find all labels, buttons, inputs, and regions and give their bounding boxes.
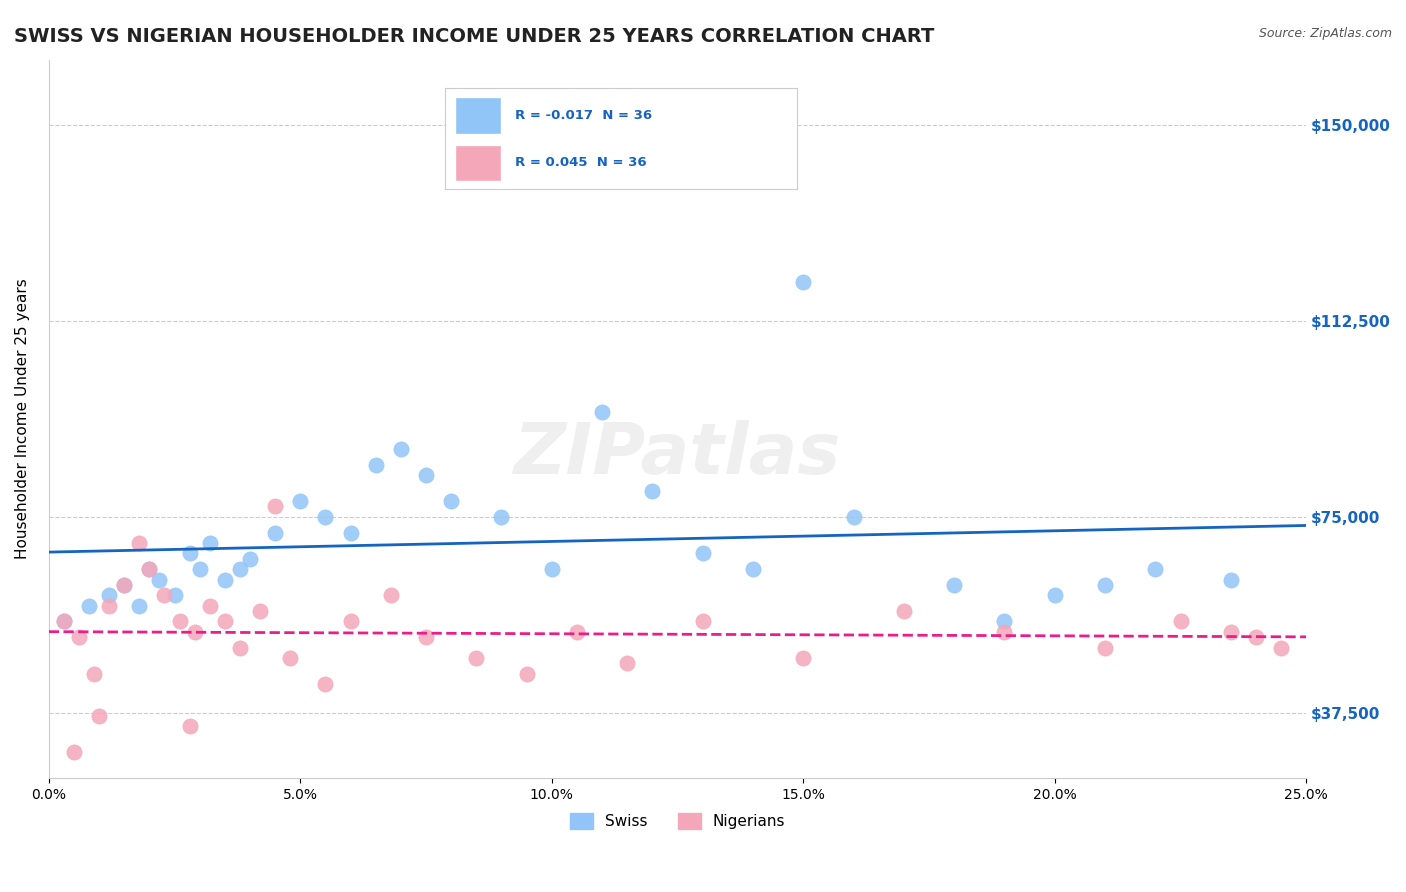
Point	[440, 494, 463, 508]
Point	[138, 562, 160, 576]
Point	[290, 494, 312, 508]
Point	[380, 588, 402, 602]
Point	[264, 500, 287, 514]
Point	[112, 578, 135, 592]
Point	[364, 458, 387, 472]
Point	[67, 630, 90, 644]
Text: ZIPatlas: ZIPatlas	[513, 420, 841, 490]
Point	[128, 599, 150, 613]
Point	[229, 562, 252, 576]
Point	[179, 719, 201, 733]
Point	[742, 562, 765, 576]
Point	[415, 630, 437, 644]
Y-axis label: Householder Income Under 25 years: Householder Income Under 25 years	[15, 278, 30, 559]
Point	[565, 624, 588, 639]
Point	[138, 562, 160, 576]
Text: Source: ZipAtlas.com: Source: ZipAtlas.com	[1258, 27, 1392, 40]
Point	[339, 615, 361, 629]
Point	[229, 640, 252, 655]
Point	[692, 615, 714, 629]
Point	[516, 666, 538, 681]
Point	[1219, 573, 1241, 587]
Point	[264, 525, 287, 540]
Point	[842, 509, 865, 524]
Legend: Swiss, Nigerians: Swiss, Nigerians	[564, 807, 792, 835]
Point	[1244, 630, 1267, 644]
Point	[1270, 640, 1292, 655]
Point	[83, 666, 105, 681]
Point	[63, 745, 86, 759]
Point	[153, 588, 176, 602]
Point	[465, 651, 488, 665]
Point	[893, 604, 915, 618]
Point	[692, 547, 714, 561]
Point	[1219, 624, 1241, 639]
Point	[239, 551, 262, 566]
Point	[52, 615, 75, 629]
Point	[415, 468, 437, 483]
Point	[993, 615, 1015, 629]
Point	[198, 599, 221, 613]
Point	[278, 651, 301, 665]
Point	[314, 509, 336, 524]
Point	[339, 525, 361, 540]
Point	[169, 615, 191, 629]
Point	[792, 275, 814, 289]
Point	[179, 547, 201, 561]
Point	[792, 651, 814, 665]
Point	[87, 708, 110, 723]
Point	[540, 562, 562, 576]
Point	[198, 536, 221, 550]
Point	[389, 442, 412, 456]
Point	[1094, 640, 1116, 655]
Text: SWISS VS NIGERIAN HOUSEHOLDER INCOME UNDER 25 YEARS CORRELATION CHART: SWISS VS NIGERIAN HOUSEHOLDER INCOME UND…	[14, 27, 935, 45]
Point	[616, 657, 638, 671]
Point	[1170, 615, 1192, 629]
Point	[98, 588, 121, 602]
Point	[591, 405, 613, 419]
Point	[1043, 588, 1066, 602]
Point	[641, 483, 664, 498]
Point	[77, 599, 100, 613]
Point	[1094, 578, 1116, 592]
Point	[1144, 562, 1167, 576]
Point	[249, 604, 271, 618]
Point	[993, 624, 1015, 639]
Point	[214, 573, 236, 587]
Point	[491, 509, 513, 524]
Point	[214, 615, 236, 629]
Point	[163, 588, 186, 602]
Point	[314, 677, 336, 691]
Point	[112, 578, 135, 592]
Point	[128, 536, 150, 550]
Point	[98, 599, 121, 613]
Point	[148, 573, 170, 587]
Point	[188, 562, 211, 576]
Point	[943, 578, 966, 592]
Point	[183, 624, 205, 639]
Point	[52, 615, 75, 629]
